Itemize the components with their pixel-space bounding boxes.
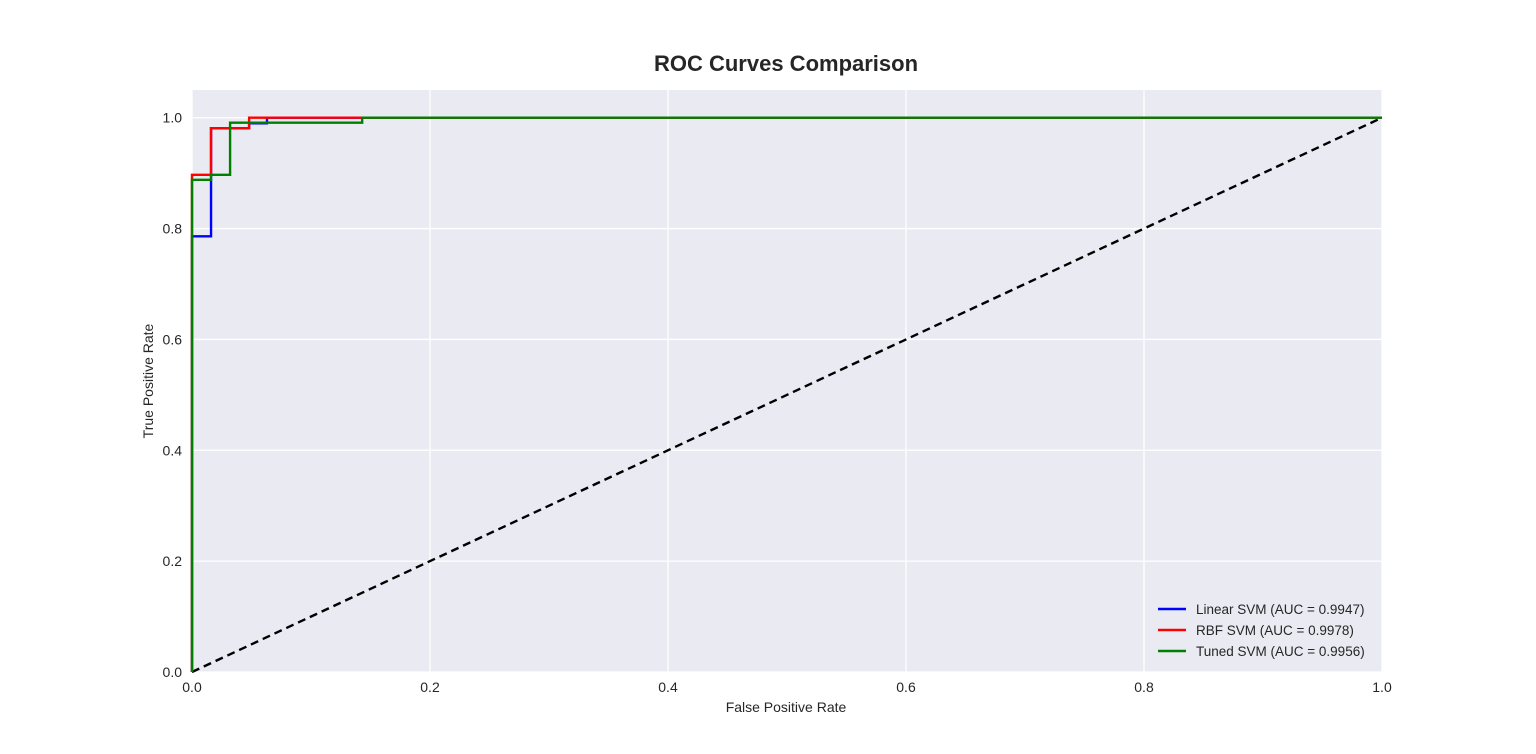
x-tick-label: 1.0 bbox=[1372, 679, 1392, 695]
y-tick-label: 0.2 bbox=[163, 553, 183, 569]
legend: Linear SVM (AUC = 0.9947) RBF SVM (AUC = … bbox=[1158, 602, 1365, 659]
y-axis-label: True Positive Rate bbox=[140, 323, 156, 438]
series-line-3 bbox=[190, 116, 1382, 672]
legend-entry-3: Tuned SVM (AUC = 0.9956) bbox=[1196, 644, 1365, 659]
y-tick-label: 0.6 bbox=[163, 331, 183, 347]
legend-entry-1: Linear SVM (AUC = 0.9947) bbox=[1196, 602, 1364, 617]
x-tick-label: 0.4 bbox=[658, 679, 678, 695]
y-tick-label: 1.0 bbox=[163, 110, 183, 126]
y-tick-label: 0.4 bbox=[163, 442, 183, 458]
plot-background bbox=[192, 90, 1382, 672]
legend-entry-2: RBF SVM (AUC = 0.9978) bbox=[1196, 623, 1354, 638]
x-tick-labels: 0.0 0.2 0.4 0.6 0.8 1.0 bbox=[182, 679, 1392, 695]
x-tick-label: 0.0 bbox=[182, 679, 202, 695]
x-tick-label: 0.6 bbox=[896, 679, 916, 695]
x-axis-label: False Positive Rate bbox=[726, 699, 847, 715]
y-tick-label: 0.0 bbox=[163, 664, 183, 680]
chart-title: ROC Curves Comparison bbox=[654, 51, 918, 76]
y-tick-label: 0.8 bbox=[163, 221, 183, 237]
series-group bbox=[190, 116, 1382, 672]
reference-diagonal-line bbox=[191, 116, 1383, 674]
y-tick-labels: 0.0 0.2 0.4 0.6 0.8 1.0 bbox=[163, 110, 183, 680]
x-tick-label: 0.2 bbox=[420, 679, 440, 695]
reference-line-group bbox=[191, 116, 1383, 674]
x-tick-label: 0.8 bbox=[1134, 679, 1154, 695]
